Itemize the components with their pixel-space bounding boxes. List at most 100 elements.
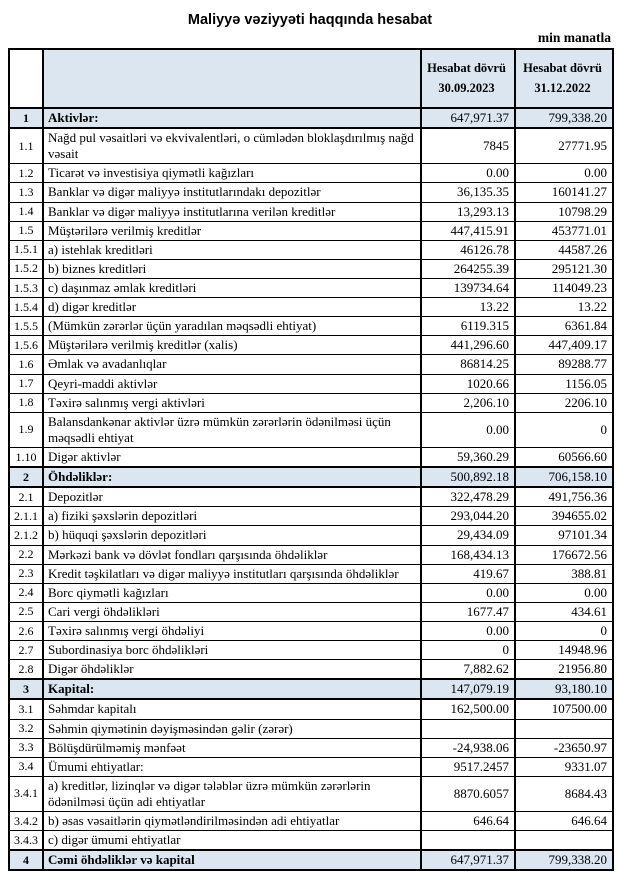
row-number: 3.4 (8, 756, 44, 777)
row-label: Subordinasiya borc öhdəlikləri (42, 640, 422, 661)
table-row: 2.6 Təxirə salınmış vergi öhdəliyi 0.00 0 (8, 620, 614, 642)
row-number: 1.9 (8, 411, 44, 448)
row-label: Kredit təşkilatları və digər maliyyə ins… (42, 563, 422, 584)
row-label: Mərkəzi bank və dövlət fondları qarşısın… (42, 544, 422, 565)
table-row: 2.2 Mərkəzi bank və dövlət fondları qarşı… (8, 544, 614, 565)
row-label: Banklar və digər maliyyə institutlarında… (42, 182, 422, 203)
row-number: 1.5.6 (8, 335, 44, 356)
row-number: 1.1 (8, 127, 44, 165)
value-2022: 2206.10 (514, 392, 614, 413)
table-row: 2.1 Depozitlər 322,478.29 491,756.36 (8, 486, 614, 508)
header-row: Hesabat dövrü 30.09.2023 Hesabat dövrü 3… (8, 48, 614, 109)
table-row: 1.6 Əmlak və avadanlıqlar 86814.25 89288.77 (8, 354, 614, 375)
value-2022: 295121.30 (514, 258, 614, 279)
value-2023 (420, 718, 516, 739)
row-label: Ticarət və investisiya qiymətli kağızlar… (42, 163, 422, 184)
table-row: 3.3 Bölüşdürülməmiş mənfəət -24,938.06 -236… (8, 737, 614, 758)
row-number: 2.1.1 (8, 506, 44, 527)
row-label: Cəmi öhdəliklər və kapital (42, 849, 422, 872)
table-row: 2.1.1 a) fiziki şəxslərin depozitləri 293,… (8, 506, 614, 527)
value-2023: 168,434.13 (420, 544, 516, 565)
value-2022: 0.00 (514, 582, 614, 603)
header-period2-title: Hesabat dövrü (523, 61, 602, 76)
table-row: 1.10 Digər aktivlər 59,360.29 60566.60 (8, 446, 614, 468)
table-row: 2.1.2 b) hüquqi şəxslərin depozitləri 29,4… (8, 525, 614, 546)
header-period2-date: 31.12.2022 (534, 80, 591, 95)
value-2022: 21956.80 (514, 659, 614, 680)
value-2022 (514, 718, 614, 739)
row-label: a) istehlak kreditləri (42, 239, 422, 260)
value-2023: 13.22 (420, 297, 516, 318)
value-2023: 8870.6057 (420, 775, 516, 813)
value-2022: 706,158.10 (514, 466, 614, 489)
row-number: 3.3 (8, 737, 44, 758)
financial-position-table: Hesabat dövrü 30.09.2023 Hesabat dövrü 3… (8, 48, 614, 872)
row-number: 2.4 (8, 582, 44, 603)
value-2023: 2,206.10 (420, 392, 516, 413)
value-2023: 29,434.09 (420, 525, 516, 546)
row-label: Balansdankənar aktivlər üzrə mümkün zərə… (42, 411, 422, 448)
value-2023: 293,044.20 (420, 506, 516, 527)
row-label: Əmlak və avadanlıqlar (42, 354, 422, 375)
row-label: Təxirə salınmış vergi öhdəliyi (42, 620, 422, 642)
table-row: 1.5.2 b) biznes kreditləri 264255.39 295121… (8, 258, 614, 279)
row-number: 3.2 (8, 718, 44, 739)
value-2022: 394655.02 (514, 506, 614, 527)
value-2023: 13,293.13 (420, 201, 516, 222)
row-number: 4 (8, 849, 44, 872)
value-2022: 60566.60 (514, 446, 614, 468)
value-2023: 419.67 (420, 563, 516, 584)
row-label: Nağd pul vəsaitləri və ekvivalentləri, o… (42, 127, 422, 165)
value-2023: 36,135.35 (420, 182, 516, 203)
row-label: Ümumi ehtiyatlar: (42, 756, 422, 777)
table-row: 1.3 Banklar və digər maliyyə institutları… (8, 182, 614, 203)
value-2023: 1020.66 (420, 373, 516, 394)
header-period1-title: Hesabat dövrü (427, 61, 506, 76)
row-label: c) daşınmaz əmlak kreditləri (42, 277, 422, 299)
row-number: 1.6 (8, 354, 44, 375)
value-2022: 434.61 (514, 601, 614, 622)
row-label: Səhmdar kapitalı (42, 698, 422, 720)
table-row: 1.5.1 a) istehlak kreditləri 46126.78 44587… (8, 239, 614, 260)
value-2023: 0.00 (420, 163, 516, 184)
value-2023: 0.00 (420, 411, 516, 448)
row-label: b) hüquqi şəxslərin depozitləri (42, 525, 422, 546)
table-row: 1.5.6 Müştərilərə verilmiş kreditlər (xal… (8, 335, 614, 356)
value-2022: 453771.01 (514, 220, 614, 241)
row-label: Depozitlər (42, 486, 422, 508)
value-2023: 7845 (420, 127, 516, 165)
value-2023: 647,971.37 (420, 106, 516, 130)
row-number: 1.4 (8, 201, 44, 222)
header-cell-period-2022: Hesabat dövrü 31.12.2022 (514, 48, 614, 109)
value-2023: 0.00 (420, 620, 516, 642)
row-number: 3.4.2 (8, 811, 44, 832)
value-2022: 44587.26 (514, 239, 614, 260)
value-2023: 500,892.18 (420, 466, 516, 489)
row-number: 2.7 (8, 640, 44, 661)
value-2023: 147,079.19 (420, 678, 516, 701)
row-label: b) biznes kreditləri (42, 258, 422, 279)
value-2022: 160141.27 (514, 182, 614, 203)
value-2023: 447,415.91 (420, 220, 516, 241)
row-number: 1.2 (8, 163, 44, 184)
table-row: 1.5.5 (Mümkün zərərlər üçün yaradılan məq… (8, 316, 614, 337)
value-2022: 0.00 (514, 163, 614, 184)
table-row: 2.4 Borc qiymətli kağızları 0.00 0.00 (8, 582, 614, 603)
value-2022: 491,756.36 (514, 486, 614, 508)
row-number: 1 (8, 106, 44, 130)
value-2023: 139734.64 (420, 277, 516, 299)
value-2022: 799,338.20 (514, 106, 614, 130)
table-row: 3.1 Səhmdar kapitalı 162,500.00 107500.00 (8, 698, 614, 720)
table-row: 2.5 Cari vergi öhdəlikləri 1677.47 434.61 (8, 601, 614, 622)
value-2023: 264255.39 (420, 258, 516, 279)
row-label: Müştərilərə verilmiş kreditlər (42, 220, 422, 241)
row-number: 2.6 (8, 620, 44, 642)
value-2023: 0 (420, 640, 516, 661)
table-row: 1.1 Nağd pul vəsaitləri və ekvivalentləri… (8, 127, 614, 165)
value-2022: 646.64 (514, 811, 614, 832)
page-title: Maliyyə vəziyyəti haqqında hesabat (187, 12, 433, 28)
table-row: 3.4.2 b) əsas vəsaitlərin qiymətləndirilm… (8, 811, 614, 832)
table-row: 3.4.1 a) kreditlər, lizinqlər və digər tə… (8, 775, 614, 813)
value-2023: 7,882.62 (420, 659, 516, 680)
value-2022: 8684.43 (514, 775, 614, 813)
